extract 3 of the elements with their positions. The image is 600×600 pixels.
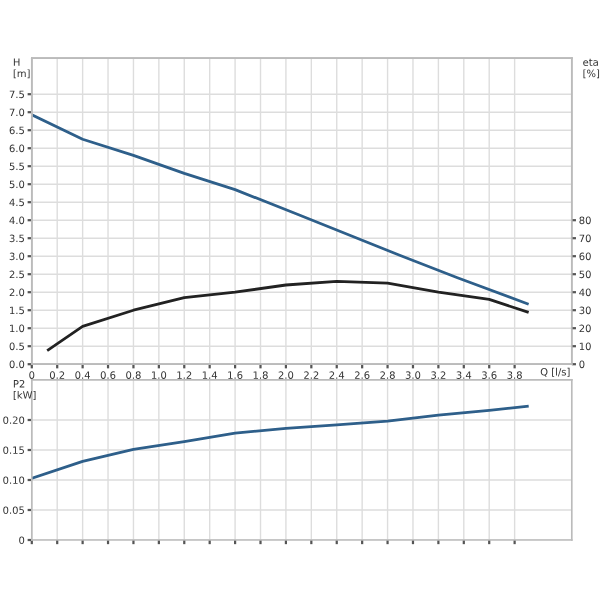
- line-series: [46, 280, 529, 352]
- line-series: [31, 113, 529, 306]
- line-series: [31, 404, 529, 480]
